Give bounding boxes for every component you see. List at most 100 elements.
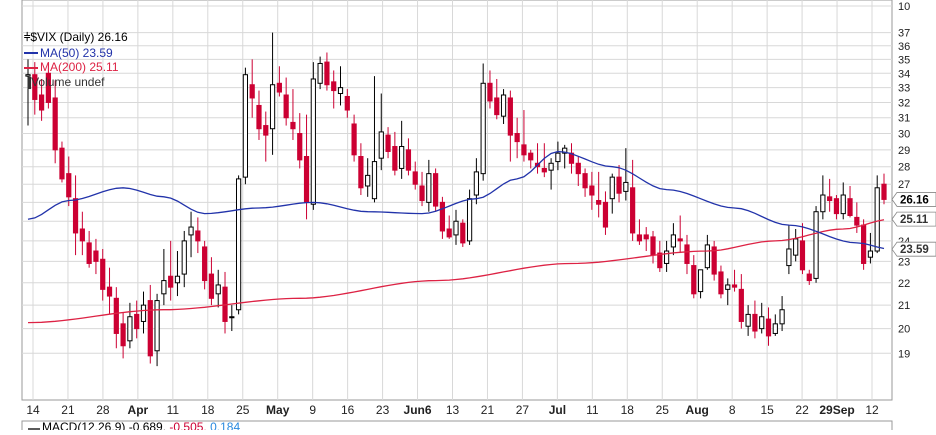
candle-body — [161, 280, 167, 295]
candle-body — [480, 82, 486, 175]
candles-group — [25, 32, 887, 367]
y-tick-label: 27 — [898, 179, 910, 191]
candle-body — [147, 300, 153, 357]
candle-body — [303, 156, 310, 203]
ma200-line-icon — [24, 66, 38, 69]
candle-body — [473, 171, 479, 196]
y-tick-label: 20 — [898, 324, 910, 336]
candle-body — [195, 230, 201, 242]
candle-body — [86, 242, 92, 264]
candle-body — [174, 275, 181, 284]
candle-body — [412, 171, 418, 185]
y-tick-label: 33 — [898, 83, 910, 95]
y-axis: 1019202122232425262728293031323334353637 — [898, 1, 910, 360]
candle-body — [738, 288, 744, 322]
candle-body — [460, 222, 466, 244]
candle-body — [249, 84, 255, 99]
candle-body — [93, 250, 99, 262]
candle-body — [623, 181, 629, 192]
candle-body — [650, 236, 656, 256]
candle-body — [79, 228, 85, 242]
candle-body — [555, 152, 561, 163]
x-tick-label: Apr — [128, 403, 149, 417]
x-tick-label: 21 — [481, 403, 495, 417]
price-tag-ma50-shape — [891, 241, 936, 257]
x-tick-label: Jun6 — [404, 403, 432, 417]
ma200-line — [27, 219, 885, 324]
x-tick-label: Jul — [549, 403, 566, 417]
candle-body — [677, 238, 683, 242]
candle-body — [636, 234, 643, 242]
candle-body — [494, 97, 500, 116]
y-tick-label: 21 — [898, 300, 910, 312]
candle-body — [52, 97, 58, 151]
price-tag-last-text: 26.16 — [900, 194, 929, 206]
candle-body — [575, 162, 581, 175]
candle-body — [813, 211, 819, 279]
candle-body — [521, 144, 527, 156]
macd-label-part: -0.689, — [129, 420, 170, 430]
x-tick-label: 29Sep — [819, 403, 854, 417]
plot-frame — [21, 0, 893, 401]
candle-body — [643, 234, 649, 240]
x-tick-label: Aug — [686, 403, 709, 417]
price-tags: 26.16 25.11 23.59 — [891, 192, 936, 257]
candle-body — [691, 265, 697, 295]
candle-body — [589, 185, 595, 196]
x-tick-label: 25 — [236, 403, 250, 417]
candle-body — [759, 316, 765, 330]
candle-body — [365, 174, 371, 187]
candle-body — [630, 187, 636, 234]
candle-body — [820, 194, 826, 213]
candle-body — [453, 220, 459, 236]
candle-body — [684, 244, 690, 264]
x-tick-label: 27 — [516, 403, 530, 417]
candle-body — [235, 178, 242, 311]
price-tag-ma50-text: 23.59 — [900, 244, 929, 256]
candle-body — [25, 74, 31, 77]
legend-ma200-text: MA(200) 25.11 — [40, 60, 119, 74]
candle-body — [140, 304, 147, 322]
volume-bars-icon: ▐ — [24, 77, 32, 89]
candle-body — [263, 125, 269, 136]
candle-body — [38, 94, 45, 111]
candle-body — [229, 316, 235, 319]
candle-body — [426, 173, 432, 203]
price-tag-last: 26.16 — [891, 192, 936, 207]
x-tick-label: May — [266, 403, 290, 417]
x-tick-label: 28 — [96, 403, 110, 417]
macd-label-part: -0.505, — [169, 420, 210, 430]
candle-body — [419, 185, 425, 202]
candle-body — [772, 323, 778, 334]
price-tag-ma200-text: 25.11 — [900, 214, 929, 226]
candle-body — [663, 250, 670, 264]
x-tick-label: 14 — [26, 403, 40, 417]
candle-body — [371, 161, 378, 200]
candle-body — [256, 104, 262, 130]
x-tick-label: 9 — [309, 403, 316, 417]
candle-body — [487, 82, 493, 102]
ma50-line — [27, 150, 885, 250]
candle-body — [168, 275, 174, 288]
legend-volume: ▐Volume undef — [24, 75, 128, 92]
x-tick-label: 8 — [729, 403, 736, 417]
candle-body — [337, 87, 344, 95]
candle-body — [297, 133, 303, 161]
candle-body — [548, 162, 554, 171]
y-tick-label: 32 — [898, 97, 910, 109]
candle-body — [208, 273, 215, 299]
candle-body — [779, 309, 785, 325]
candle-body — [378, 131, 384, 159]
candle-body — [405, 149, 412, 171]
candle-body — [847, 198, 853, 217]
moving-average-lines — [27, 150, 885, 324]
candle-body — [269, 84, 276, 130]
y-tick-label: 23 — [898, 256, 910, 268]
candle-body — [711, 246, 717, 275]
legend-ma50-text: MA(50) 23.59 — [40, 45, 113, 60]
price-tag-last-shape — [891, 192, 936, 207]
candle-body — [609, 176, 615, 200]
candle-body — [867, 250, 874, 258]
x-tick-label: 11 — [586, 403, 599, 417]
candle-body — [106, 286, 113, 297]
